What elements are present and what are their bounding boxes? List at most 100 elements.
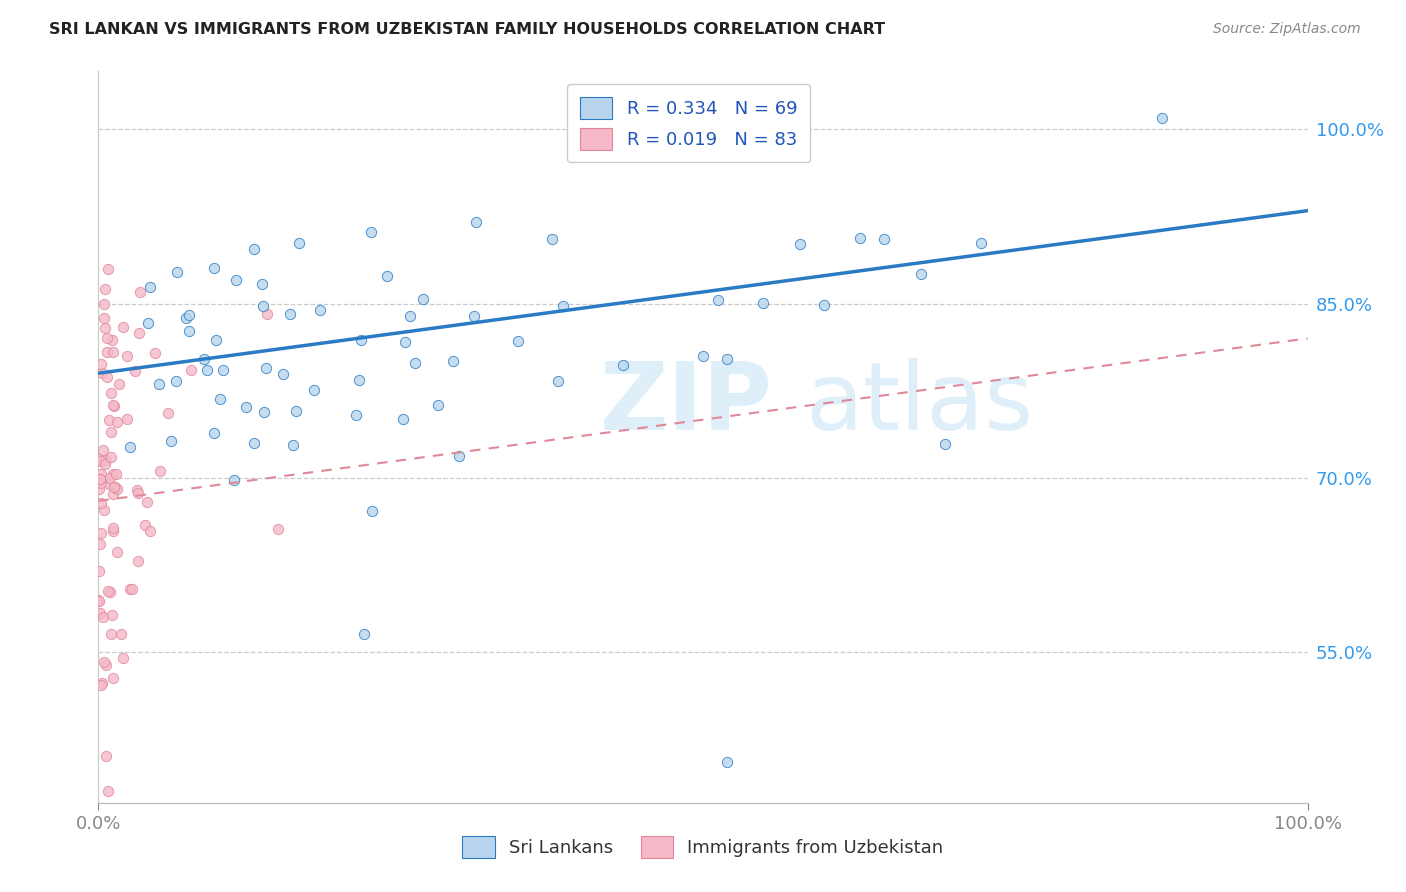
Point <box>104 481 127 495</box>
Point <box>208 392 231 406</box>
Point <box>89 606 111 620</box>
Point <box>222 474 245 488</box>
Point <box>752 296 775 310</box>
Point <box>94 658 117 673</box>
Point <box>412 292 434 306</box>
Point <box>100 425 122 440</box>
Point <box>135 494 157 508</box>
Point <box>612 359 634 373</box>
Point <box>541 232 564 246</box>
Point <box>692 349 714 363</box>
Point <box>287 236 309 251</box>
Point <box>91 610 114 624</box>
Point <box>98 413 121 427</box>
Point <box>97 261 120 276</box>
Point <box>90 476 112 491</box>
Point <box>100 608 122 623</box>
Point <box>970 235 993 250</box>
Text: Source: ZipAtlas.com: Source: ZipAtlas.com <box>1213 22 1361 37</box>
Point <box>177 324 200 338</box>
Point <box>243 242 266 256</box>
Point <box>103 487 125 501</box>
Point <box>392 412 415 426</box>
Point <box>103 671 125 685</box>
Point <box>101 345 124 359</box>
Point <box>97 784 120 798</box>
Point <box>107 482 129 496</box>
Point <box>143 346 166 360</box>
Point <box>204 261 226 276</box>
Point <box>177 308 200 322</box>
Point <box>90 496 112 510</box>
Point <box>873 232 896 246</box>
Point <box>94 457 117 471</box>
Point <box>125 483 148 498</box>
Point <box>90 677 112 691</box>
Point <box>271 367 294 381</box>
Point <box>426 398 449 412</box>
Point <box>256 307 278 321</box>
Legend: Sri Lankans, Immigrants from Uzbekistan: Sri Lankans, Immigrants from Uzbekistan <box>453 827 953 867</box>
Point <box>353 627 375 641</box>
Point <box>813 297 835 311</box>
Point <box>205 334 228 348</box>
Point <box>668 144 690 158</box>
Point <box>394 334 416 349</box>
Point <box>707 293 730 307</box>
Point <box>716 352 738 367</box>
Point <box>278 307 301 321</box>
Point <box>1152 111 1174 125</box>
Point <box>93 655 115 669</box>
Text: SRI LANKAN VS IMMIGRANTS FROM UZBEKISTAN FAMILY HOUSEHOLDS CORRELATION CHART: SRI LANKAN VS IMMIGRANTS FROM UZBEKISTAN… <box>49 22 886 37</box>
Point <box>94 321 117 335</box>
Point <box>250 277 273 291</box>
Point <box>91 442 114 457</box>
Point <box>197 363 219 377</box>
Point <box>98 471 121 485</box>
Point <box>243 436 266 450</box>
Point <box>254 360 277 375</box>
Point <box>464 215 486 229</box>
Point <box>93 503 115 517</box>
Point <box>90 453 112 467</box>
Point <box>89 357 111 371</box>
Point <box>97 583 120 598</box>
Point <box>180 363 202 377</box>
Point <box>716 755 738 769</box>
Point <box>124 363 146 377</box>
Point <box>91 366 114 380</box>
Point <box>100 450 122 464</box>
Point <box>551 299 574 313</box>
Point <box>121 582 143 596</box>
Point <box>285 404 308 418</box>
Point <box>350 333 373 347</box>
Point <box>156 406 179 420</box>
Point <box>94 749 117 764</box>
Point <box>134 518 156 533</box>
Point <box>789 237 811 252</box>
Point <box>148 376 170 391</box>
Point <box>89 452 111 467</box>
Point <box>193 351 215 366</box>
Point <box>90 676 112 690</box>
Point <box>506 334 529 348</box>
Point <box>98 477 121 491</box>
Point <box>463 309 485 323</box>
Point <box>98 585 121 599</box>
Point <box>235 401 257 415</box>
Point <box>96 453 118 467</box>
Point <box>360 225 382 239</box>
Point <box>127 554 149 568</box>
Point <box>447 449 470 463</box>
Point <box>101 521 124 535</box>
Point <box>118 440 141 454</box>
Point <box>118 582 141 597</box>
Point <box>398 309 420 323</box>
Point <box>166 265 188 279</box>
Point <box>547 374 569 388</box>
Point <box>89 472 111 486</box>
Point <box>89 564 111 578</box>
Point <box>202 426 225 441</box>
Point <box>849 231 872 245</box>
Point <box>87 483 110 497</box>
